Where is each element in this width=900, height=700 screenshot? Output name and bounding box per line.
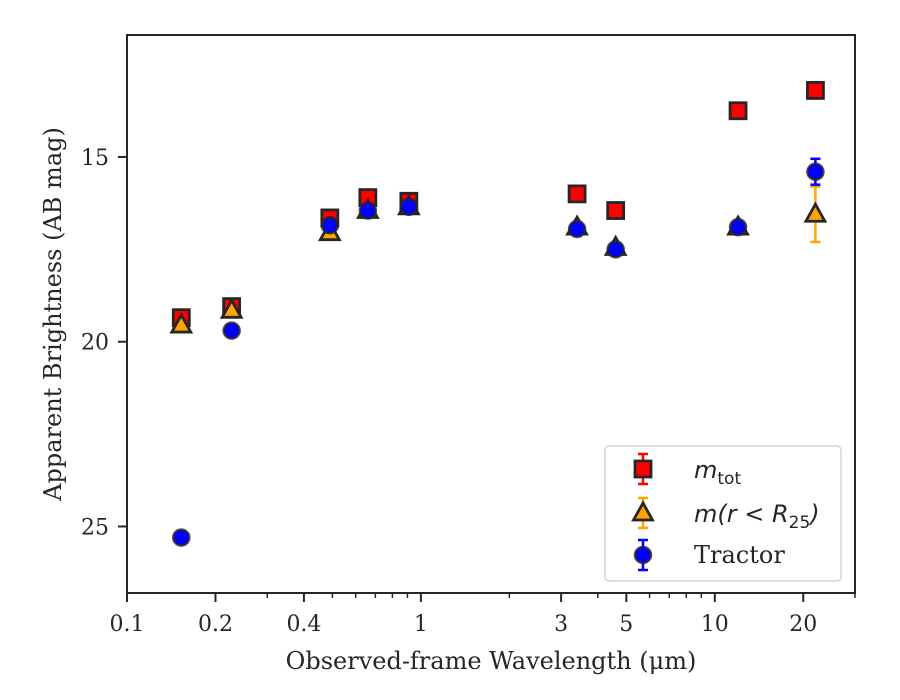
tractor-point (172, 528, 191, 547)
legend-label-mr-sub: 25 (789, 513, 811, 533)
legend-marker (633, 459, 653, 479)
markers (169, 81, 828, 547)
tractor-point (222, 321, 241, 340)
x-tick-label: 0.4 (286, 612, 321, 637)
x-tick-label: 0.1 (110, 612, 145, 637)
tractor-point (606, 240, 625, 259)
mtot-point (567, 184, 587, 204)
y-tick-label: 15 (81, 146, 109, 171)
legend-label-mtot-sub: tot (717, 469, 741, 489)
x-tick-label: 10 (701, 612, 729, 637)
tractor-point (320, 216, 340, 235)
legend-symbol-mr (631, 496, 655, 530)
legend-symbol-tractor (633, 538, 653, 572)
x-axis-label: Observed-frame Wavelength (μm) (286, 647, 697, 675)
mr-point (169, 312, 194, 334)
mtot-point (806, 81, 825, 100)
legend-marker (633, 545, 653, 565)
mr-point (219, 297, 244, 319)
legend-label-mtot-main: m (694, 456, 717, 484)
y-tick-label: 25 (81, 515, 109, 540)
legend-label-mtot: mtot (694, 456, 741, 489)
legend-marker (631, 500, 655, 522)
tractor-point (358, 201, 378, 220)
legend-label-mr-tail: ) (808, 500, 819, 528)
legend-symbol-mtot (633, 452, 653, 486)
plot-frame (126, 34, 856, 594)
tractor-point (806, 162, 825, 181)
mtot-point (606, 201, 626, 220)
mr-point (803, 201, 828, 223)
legend-label-mr-main: m(r < R (694, 500, 789, 528)
x-tick-label: 5 (619, 612, 633, 637)
legend-label-tractor: Tractor (694, 541, 785, 569)
y-tick-label: 20 (81, 331, 109, 356)
x-tick-label: 20 (789, 612, 817, 637)
y-axis-label: Apparent Brightness (AB mag) (39, 127, 67, 502)
tractor-point (567, 219, 587, 239)
legend-label-mr: m(r < R25) (694, 500, 820, 533)
legend: mtot m(r < R25) Tractor (604, 445, 842, 582)
y-axis-ticks: 15 20 25 (81, 146, 127, 540)
tractor-point (728, 217, 748, 237)
x-tick-label: 0.2 (198, 612, 233, 637)
x-axis-ticks: 0.1 0.2 0.4 1 3 5 10 20 (110, 593, 856, 637)
mtot-point (728, 101, 748, 121)
tractor-point (399, 197, 419, 217)
x-tick-label: 1 (414, 612, 428, 637)
x-tick-label: 3 (554, 612, 568, 637)
legend-box (604, 445, 842, 582)
